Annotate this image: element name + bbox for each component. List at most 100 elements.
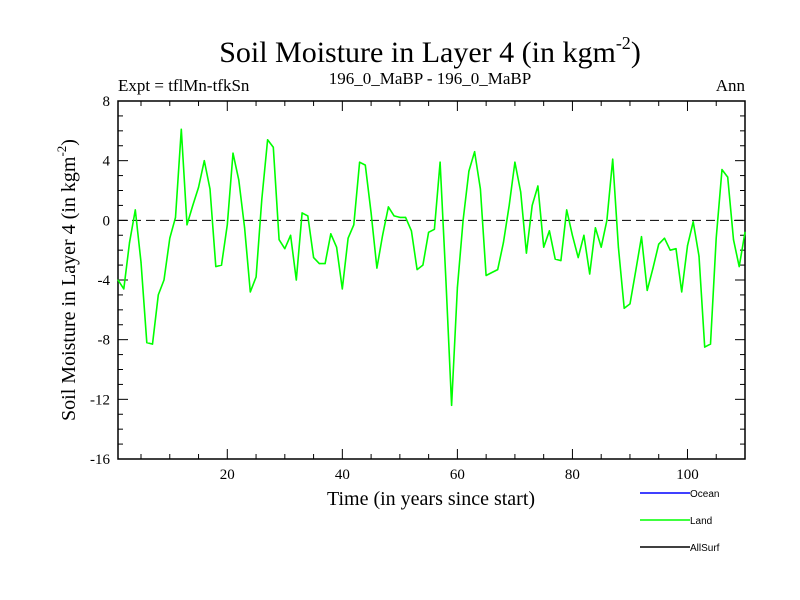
experiment-label: Expt = tflMn-tfkSn bbox=[118, 76, 250, 95]
land-data-point bbox=[140, 261, 142, 263]
land-data-point bbox=[255, 276, 257, 278]
land-data-point bbox=[318, 262, 320, 265]
land-data-point bbox=[560, 260, 562, 262]
land-series-line bbox=[117, 128, 746, 407]
land-data-point bbox=[577, 257, 579, 259]
land-data-point bbox=[508, 204, 510, 207]
land-data-point bbox=[123, 288, 125, 290]
land-data-point bbox=[612, 158, 614, 160]
axis-ticks bbox=[118, 100, 746, 460]
land-data-point bbox=[186, 224, 188, 226]
x-tick-label: 40 bbox=[335, 467, 350, 483]
y-tick-label: 8 bbox=[103, 94, 111, 110]
land-data-point bbox=[215, 265, 217, 268]
land-data-point bbox=[600, 246, 602, 248]
land-data-point bbox=[669, 249, 671, 251]
land-data-point bbox=[238, 179, 240, 181]
land-data-point bbox=[738, 265, 740, 268]
land-data-point bbox=[209, 188, 211, 190]
land-data-point bbox=[543, 246, 545, 248]
y-tick-label: -4 bbox=[98, 273, 111, 289]
land-data-point bbox=[721, 169, 723, 171]
land-data-point bbox=[433, 228, 435, 230]
land-data-point bbox=[531, 204, 533, 207]
land-data-point bbox=[520, 191, 522, 193]
land-data-point bbox=[312, 257, 315, 259]
land-data-point bbox=[382, 234, 384, 236]
land-data-point bbox=[295, 279, 297, 281]
land-data-point bbox=[548, 230, 551, 232]
land-data-point bbox=[629, 303, 631, 305]
y-tick-label: 0 bbox=[103, 213, 111, 229]
legend-label-land: Land bbox=[690, 516, 712, 527]
land-data-point bbox=[732, 239, 735, 241]
land-data-point bbox=[451, 404, 453, 406]
land-data-point bbox=[324, 262, 326, 265]
land-data-point bbox=[497, 268, 499, 271]
legend-label-allsurf: AllSurf bbox=[690, 543, 720, 554]
legend-label-ocean: Ocean bbox=[690, 489, 719, 500]
land-data-point bbox=[364, 164, 366, 166]
season-label: Ann bbox=[716, 76, 746, 95]
land-data-point bbox=[330, 233, 332, 235]
land-data-point bbox=[335, 246, 338, 248]
x-axis-title: Time (in years since start) bbox=[327, 488, 535, 510]
land-data-point bbox=[617, 246, 620, 248]
x-tick-labels: 20 40 60 80 100 bbox=[220, 467, 699, 483]
land-data-point bbox=[537, 185, 539, 187]
y-tick-label: -8 bbox=[98, 333, 111, 349]
land-data-point bbox=[428, 231, 430, 233]
land-data-point bbox=[243, 227, 246, 229]
land-data-point bbox=[681, 291, 683, 293]
land-data-point bbox=[151, 343, 154, 345]
land-data-point bbox=[525, 252, 528, 254]
land-data-point bbox=[272, 146, 274, 148]
x-tick-label: 60 bbox=[450, 467, 465, 483]
land-data-point bbox=[370, 212, 372, 214]
land-data-point bbox=[583, 234, 585, 236]
land-series-points bbox=[117, 128, 746, 406]
land-data-point bbox=[462, 219, 464, 221]
land-data-point bbox=[157, 294, 159, 296]
land-data-point bbox=[646, 289, 648, 292]
land-data-point bbox=[146, 342, 148, 344]
y-tick-labels: 8 4 0 -4 -8 -12 -16 bbox=[90, 94, 111, 468]
land-data-point bbox=[399, 216, 401, 218]
land-data-point bbox=[715, 237, 717, 239]
land-data-point bbox=[445, 279, 447, 281]
land-data-point bbox=[358, 161, 361, 163]
land-data-point bbox=[341, 288, 343, 290]
land-data-point bbox=[174, 216, 177, 218]
land-data-point bbox=[163, 279, 165, 281]
plot-frame bbox=[117, 100, 746, 460]
land-data-point bbox=[698, 255, 700, 257]
land-data-point bbox=[284, 248, 286, 250]
land-data-point bbox=[468, 170, 470, 172]
land-data-point bbox=[594, 227, 597, 229]
land-data-point bbox=[410, 230, 412, 232]
land-data-point bbox=[405, 216, 407, 218]
land-data-point bbox=[232, 152, 234, 154]
y-axis-title: Soil Moisture in Layer 4 (in kgm-2) bbox=[54, 139, 80, 421]
y-tick-label: -16 bbox=[90, 452, 110, 468]
land-data-point bbox=[278, 239, 280, 241]
land-data-point bbox=[387, 206, 389, 208]
land-data-point bbox=[474, 151, 476, 153]
land-data-point bbox=[652, 267, 654, 269]
land-data-point bbox=[704, 346, 706, 348]
land-data-point bbox=[491, 271, 493, 274]
y-tick-label: 4 bbox=[103, 154, 111, 170]
y-tick-label: -12 bbox=[90, 392, 110, 408]
land-data-point bbox=[635, 270, 637, 272]
land-data-point bbox=[249, 291, 251, 293]
land-data-point bbox=[606, 219, 608, 221]
x-tick-label: 100 bbox=[676, 467, 699, 483]
land-data-point bbox=[502, 242, 505, 244]
legend: Ocean Land AllSurf bbox=[640, 489, 720, 554]
land-data-point bbox=[266, 139, 269, 141]
land-data-point bbox=[727, 176, 729, 178]
chart-title: Soil Moisture in Layer 4 (in kgm-2) bbox=[219, 33, 641, 69]
land-data-point bbox=[709, 343, 712, 345]
land-data-point bbox=[479, 188, 481, 190]
